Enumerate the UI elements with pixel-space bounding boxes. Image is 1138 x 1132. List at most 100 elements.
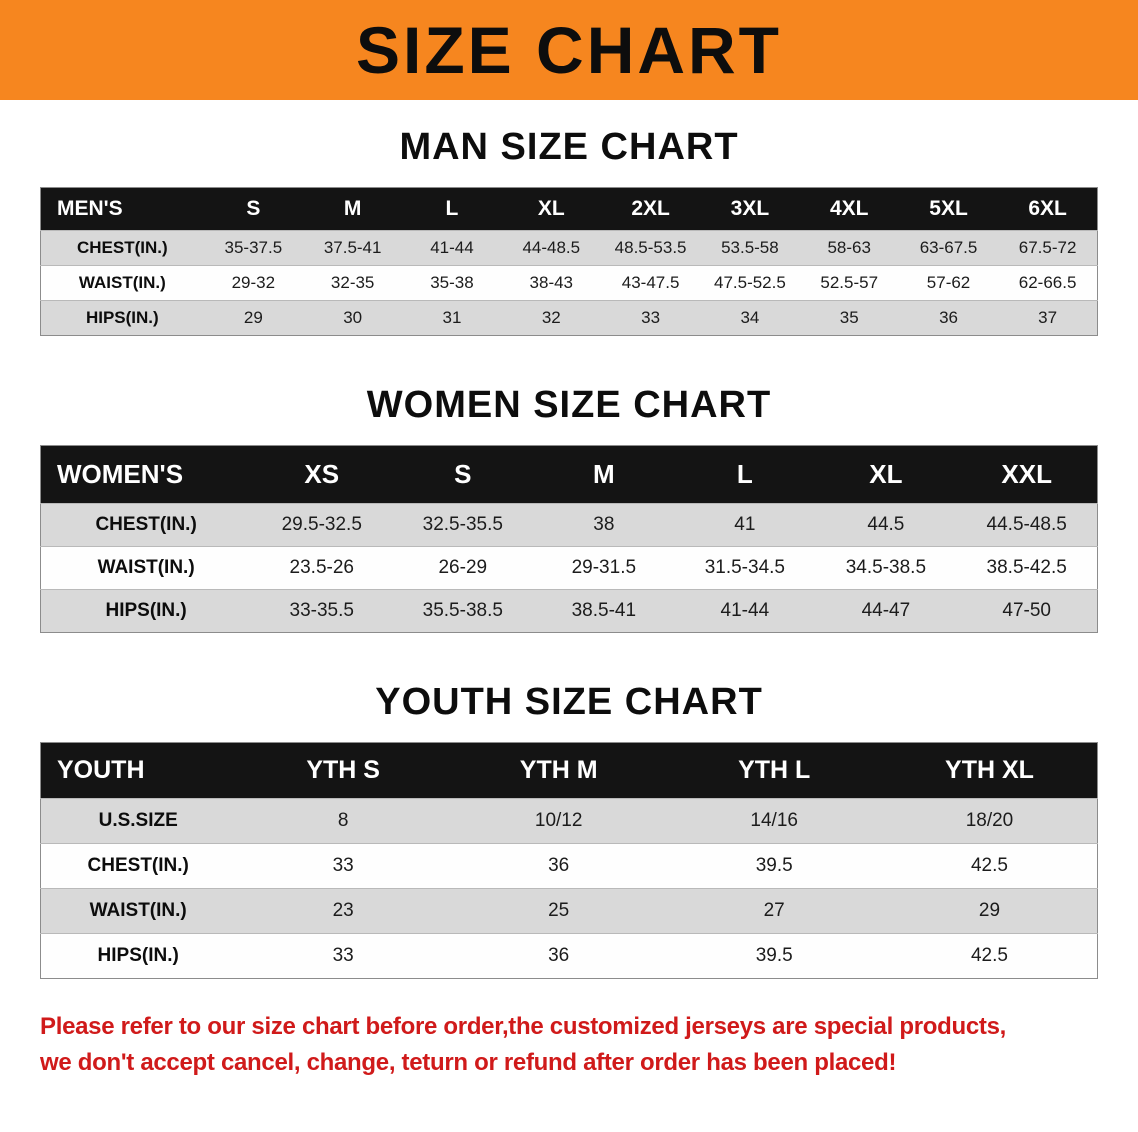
table-cell: 35	[799, 300, 899, 336]
table-cell: 29.5-32.5	[251, 503, 393, 547]
table-cell: 38.5-41	[533, 589, 675, 633]
table-row: CHEST(IN.) 33 36 39.5 42.5	[40, 843, 1098, 889]
disclaimer-note: Please refer to our size chart before or…	[40, 1009, 1098, 1081]
table-cell: 25	[450, 888, 667, 934]
size-column-header: YTH L	[666, 742, 882, 799]
table-row: U.S.SIZE 8 10/12 14/16 18/20	[40, 798, 1098, 844]
disclaimer-line-2: we don't accept cancel, change, teturn o…	[40, 1049, 897, 1076]
size-column-header: 6XL	[998, 187, 1098, 231]
table-row: WAIST(IN.) 29-32 32-35 35-38 38-43 43-47.5 47.…	[40, 265, 1098, 301]
table-cell: 33	[600, 300, 701, 336]
table-title-cell: YOUTH	[40, 742, 236, 799]
table-cell: 31	[402, 300, 502, 336]
table-title-cell: MEN'S	[40, 187, 204, 231]
table-cell: 38-43	[501, 265, 601, 301]
table-cell: 57-62	[898, 265, 999, 301]
row-label: WAIST(IN.)	[40, 265, 204, 301]
size-column-header: XXL	[956, 445, 1098, 504]
size-column-header: L	[674, 445, 816, 504]
table-row: WAIST(IN.) 23 25 27 29	[40, 888, 1098, 934]
size-column-header: 5XL	[898, 187, 999, 231]
size-column-header: XS	[251, 445, 393, 504]
section-heading-youth: YOUTH SIZE CHART	[375, 681, 763, 723]
table-cell: 29-31.5	[533, 546, 675, 590]
table-cell: 39.5	[666, 933, 882, 979]
table-cell: 44.5	[815, 503, 957, 547]
table-cell: 36	[450, 933, 667, 979]
table-cell: 33	[235, 933, 451, 979]
table-cell: 34	[700, 300, 800, 336]
row-label: HIPS(IN.)	[40, 933, 236, 979]
table-cell: 35-37.5	[203, 230, 303, 266]
table-title-cell: WOMEN'S	[40, 445, 252, 504]
table-cell: 30	[303, 300, 403, 336]
table-cell: 33-35.5	[251, 589, 393, 633]
table-cell: 63-67.5	[898, 230, 999, 266]
table-cell: 58-63	[799, 230, 899, 266]
table-header-row: YOUTH YTH S YTH M YTH L YTH XL	[40, 742, 1098, 799]
table-cell: 41	[674, 503, 816, 547]
table-cell: 41-44	[674, 589, 816, 633]
table-cell: 35-38	[402, 265, 502, 301]
size-table-women: WOMEN'S XS S M L XL XXL CHEST(IN.) 29.5-32.5 32.5…	[40, 445, 1098, 633]
table-cell: 48.5-53.5	[600, 230, 701, 266]
table-row: HIPS(IN.) 33-35.5 35.5-38.5 38.5-41 41-44 44-…	[40, 589, 1098, 633]
size-column-header: YTH XL	[881, 742, 1098, 799]
size-column-header: YTH S	[235, 742, 451, 799]
table-cell: 44-47	[815, 589, 957, 633]
table-cell: 34.5-38.5	[815, 546, 957, 590]
section-heading-women: WOMEN SIZE CHART	[366, 384, 772, 426]
table-cell: 27	[666, 888, 882, 934]
table-cell: 67.5-72	[998, 230, 1098, 266]
size-column-header: 2XL	[600, 187, 701, 231]
table-header-row: MEN'S S M L XL 2XL 3XL 4XL 5XL 6XL	[40, 187, 1098, 231]
table-cell: 32-35	[303, 265, 403, 301]
size-section-women: WOMEN SIZE CHART WOMEN'S XS S M L XL XXL CHEST(I…	[40, 384, 1098, 633]
table-cell: 47.5-52.5	[700, 265, 800, 301]
table-cell: 32	[501, 300, 601, 336]
size-column-header: S	[392, 445, 534, 504]
table-cell: 29-32	[203, 265, 303, 301]
row-label: WAIST(IN.)	[40, 546, 252, 590]
table-cell: 14/16	[666, 798, 882, 844]
table-cell: 52.5-57	[799, 265, 899, 301]
table-cell: 37	[998, 300, 1098, 336]
table-cell: 62-66.5	[998, 265, 1098, 301]
size-column-header: XL	[501, 187, 601, 231]
banner: SIZE CHART	[0, 0, 1138, 100]
section-heading-men: MAN SIZE CHART	[399, 126, 739, 168]
size-column-header: YTH M	[450, 742, 667, 799]
table-cell: 37.5-41	[303, 230, 403, 266]
table-cell: 8	[235, 798, 451, 844]
table-header-row: WOMEN'S XS S M L XL XXL	[40, 445, 1098, 504]
row-label: CHEST(IN.)	[40, 503, 252, 547]
table-cell: 32.5-35.5	[392, 503, 534, 547]
size-table-youth: YOUTH YTH S YTH M YTH L YTH XL U.S.SIZE 8 10/12…	[40, 742, 1098, 979]
table-cell: 29	[203, 300, 303, 336]
size-column-header: L	[402, 187, 502, 231]
charts-container: MAN SIZE CHART MEN'S S M L XL 2XL 3XL 4XL 5XL 6XL C…	[0, 126, 1138, 979]
disclaimer-line-1: Please refer to our size chart before or…	[40, 1013, 1006, 1040]
size-column-header: M	[303, 187, 403, 231]
row-label: HIPS(IN.)	[40, 300, 204, 336]
table-cell: 43-47.5	[600, 265, 701, 301]
size-column-header: 4XL	[799, 187, 899, 231]
table-cell: 35.5-38.5	[392, 589, 534, 633]
table-cell: 38.5-42.5	[956, 546, 1098, 590]
row-label: U.S.SIZE	[40, 798, 236, 844]
table-cell: 42.5	[881, 933, 1098, 979]
table-cell: 23	[235, 888, 451, 934]
table-cell: 41-44	[402, 230, 502, 266]
table-cell: 18/20	[881, 798, 1098, 844]
table-cell: 36	[450, 843, 667, 889]
size-table-men: MEN'S S M L XL 2XL 3XL 4XL 5XL 6XL CHEST(IN.) 35-37…	[40, 187, 1098, 336]
row-label: CHEST(IN.)	[40, 843, 236, 889]
table-row: HIPS(IN.) 33 36 39.5 42.5	[40, 933, 1098, 979]
table-row: CHEST(IN.) 29.5-32.5 32.5-35.5 38 41 44.5 44.5…	[40, 503, 1098, 547]
table-cell: 10/12	[450, 798, 667, 844]
size-section-men: MAN SIZE CHART MEN'S S M L XL 2XL 3XL 4XL 5XL 6XL C…	[40, 126, 1098, 336]
size-column-header: 3XL	[700, 187, 800, 231]
table-row: WAIST(IN.) 23.5-26 26-29 29-31.5 31.5-34.5 34…	[40, 546, 1098, 590]
page-title: SIZE CHART	[356, 13, 782, 87]
table-cell: 29	[881, 888, 1098, 934]
